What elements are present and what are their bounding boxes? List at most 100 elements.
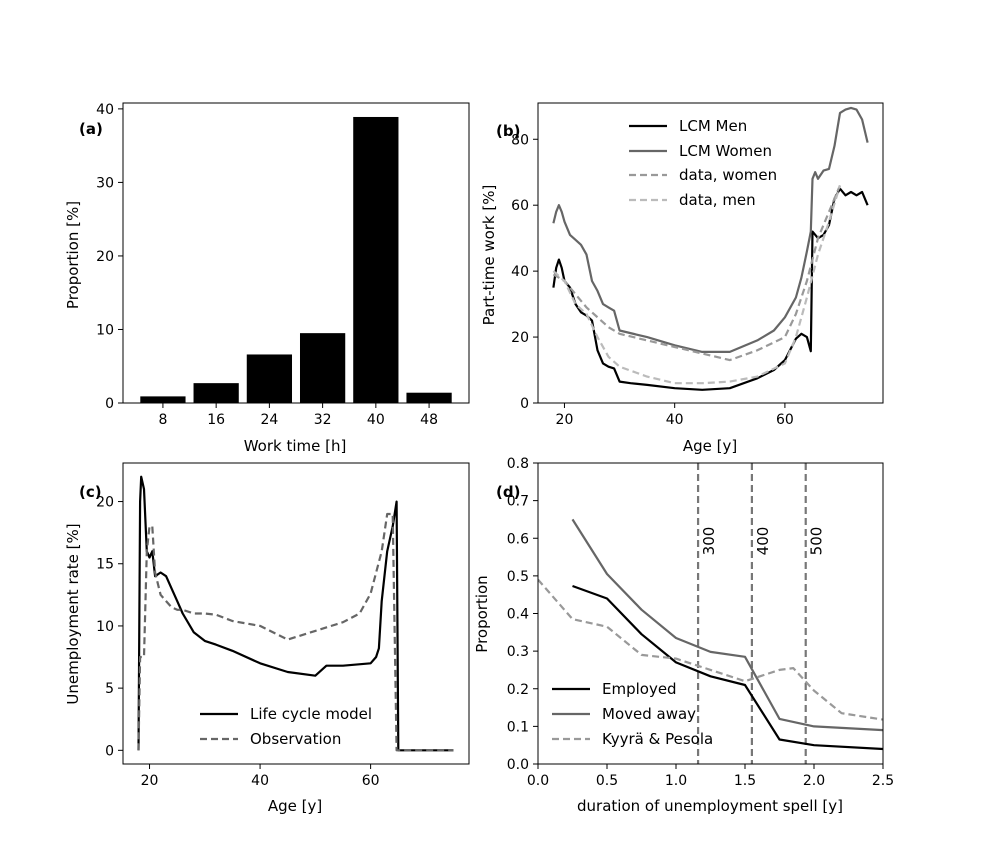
- panel-d-xtick-label: 1.5: [734, 773, 756, 789]
- panel-d-xlabel: duration of unemployment spell [y]: [577, 797, 843, 815]
- panel-c-ytick-label: 10: [96, 619, 114, 635]
- vline-label-300: 300: [700, 527, 718, 556]
- series-employed: [572, 584, 883, 751]
- panel-b-plot-area: 0 20 40 60 80 20 40 60: [511, 102, 884, 428]
- legend-observation: Observation: [250, 730, 341, 748]
- panel-c-ytick-label: 15: [96, 557, 114, 573]
- panel-b-ytick-label: 20: [511, 330, 529, 346]
- panel-a-xtick-label: 24: [260, 412, 278, 428]
- series-kyyr-pesola: [538, 578, 883, 721]
- bar-32h: [299, 333, 346, 403]
- bar-24h: [246, 354, 293, 403]
- panel-c-tag: (c): [79, 483, 102, 501]
- panel-d: 300 400 500 0.0 0.1 0.2 0.3 0.4 0.5 0.6 0.7 0.8 0.0 0…: [473, 456, 894, 815]
- panel-a-xlabel: Work time [h]: [244, 437, 347, 455]
- legend-lcm-men: LCM Men: [679, 117, 747, 135]
- panel-d-ylabel: Proportion: [473, 575, 491, 652]
- panel-d-ytick-label: 0.4: [507, 607, 529, 623]
- panel-d-xtick-label: 0.5: [596, 773, 618, 789]
- series-lcm-men: [552, 187, 869, 391]
- panel-c-xtick-label: 20: [141, 773, 159, 789]
- panel-d-ytick-label: 0.7: [507, 494, 529, 510]
- panel-c-plot-area: 0 5 10 15 20 20 40 60: [96, 462, 470, 789]
- panel-d-ytick-label: 0.2: [507, 682, 529, 698]
- panel-d-xtick-label: 2.5: [872, 773, 894, 789]
- series-data-men: [552, 185, 842, 385]
- panel-b-xlabel: Age [y]: [683, 437, 737, 455]
- panel-b-frame: [537, 102, 884, 404]
- panel-c-legend: Life cycle model Observation: [200, 705, 372, 748]
- panel-d-series-group: [538, 463, 883, 764]
- panel-a: 0 10 20 30 40 8 16 24 32 40 48 (a) Work time [h] P…: [64, 102, 470, 455]
- panel-a-xtick-label: 32: [314, 412, 332, 428]
- panel-d-frame: [537, 462, 884, 765]
- panel-a-ytick-label: 10: [96, 322, 114, 338]
- panel-a-ylabel: Proportion [%]: [64, 201, 82, 309]
- panel-d-plot-area: 300 400 500 0.0 0.1 0.2 0.3 0.4 0.5 0.6 0.7 0.8 0.0 0…: [507, 456, 894, 789]
- series-data-women: [552, 184, 842, 362]
- panel-d-ytick-label: 0.0: [507, 757, 529, 773]
- panel-c-ytick-label: 20: [96, 495, 114, 511]
- panel-a-ytick-label: 40: [96, 102, 114, 118]
- panel-d-ytick-label: 0.3: [507, 644, 529, 660]
- panel-b: 0 20 40 60 80 20 40 60 (b) Age [y] Part-time wo…: [480, 102, 884, 455]
- series-observation: [137, 512, 454, 752]
- panel-b-ytick-label: 0: [520, 396, 529, 412]
- panel-d-tag: (d): [496, 483, 520, 501]
- panel-b-xtick-label: 20: [556, 412, 574, 428]
- panel-b-xtick-label: 60: [776, 412, 794, 428]
- series-life-cycle-model: [137, 475, 454, 752]
- panel-b-tag: (b): [496, 122, 520, 140]
- panel-b-ylabel: Part-time work [%]: [480, 185, 498, 326]
- panel-b-series-group: [552, 106, 869, 391]
- legend-life-cycle-model: Life cycle model: [250, 705, 372, 723]
- panel-a-xtick-label: 16: [207, 412, 225, 428]
- legend-data-men: data, men: [679, 191, 756, 209]
- panel-d-ytick-label: 0.6: [507, 531, 529, 547]
- panel-a-frame: [122, 102, 470, 404]
- panel-c-xtick-label: 60: [362, 773, 380, 789]
- panel-a-ytick-label: 20: [96, 249, 114, 265]
- legend-lcm-women: LCM Women: [679, 142, 772, 160]
- bar-40h: [353, 116, 399, 404]
- panel-d-xtick-label: 0.0: [527, 773, 549, 789]
- panel-c-xlabel: Age [y]: [268, 797, 322, 815]
- panel-b-legend: LCM Men LCM Women data, women data, men: [629, 117, 777, 209]
- panel-a-tag: (a): [79, 120, 103, 138]
- panel-c-xtick-label: 40: [251, 773, 269, 789]
- panel-d-ytick-label: 0.8: [507, 456, 529, 472]
- panel-c-series-group: [137, 475, 454, 752]
- panel-c-ylabel: Unemployment rate [%]: [64, 523, 82, 704]
- legend-employed: Employed: [602, 680, 677, 698]
- panel-a-xtick-label: 8: [158, 412, 167, 428]
- vline-label-500: 500: [808, 527, 826, 556]
- panel-b-ytick-label: 40: [511, 264, 529, 280]
- panel-c-ytick-label: 5: [105, 681, 114, 697]
- panel-a-plot-area: 0 10 20 30 40 8 16 24 32 40 48: [96, 102, 470, 428]
- legend-kyyra-pesola: Kyyrä & Pesola: [602, 730, 713, 748]
- panel-a-xtick-label: 40: [367, 412, 385, 428]
- panel-c-frame: [122, 462, 470, 765]
- panel-b-ytick-label: 80: [511, 132, 529, 148]
- panel-b-ytick-label: 60: [511, 198, 529, 214]
- panel-b-xtick-label: 40: [666, 412, 684, 428]
- legend-moved-away: Moved away: [602, 705, 696, 723]
- bar-16h: [193, 383, 239, 403]
- bar-8h: [140, 396, 186, 403]
- series-lcm-women: [552, 106, 869, 353]
- panel-a-xtick-label: 48: [420, 412, 438, 428]
- panel-a-ytick-label: 0: [105, 396, 114, 412]
- panel-d-ytick-label: 0.5: [507, 569, 529, 585]
- panel-a-ytick-label: 30: [96, 175, 114, 191]
- series-moved-away: [571, 518, 883, 732]
- vline-label-400: 400: [754, 527, 772, 556]
- panel-d-legend: Employed Moved away Kyyrä & Pesola: [552, 680, 713, 748]
- legend-data-women: data, women: [679, 166, 777, 184]
- panel-c: 0 5 10 15 20 20 40 60 (c) Age [y] Unemployment …: [64, 462, 470, 815]
- panel-d-xtick-label: 1.0: [665, 773, 687, 789]
- panel-c-ytick-label: 0: [105, 743, 114, 759]
- panel-d-ytick-label: 0.1: [507, 719, 529, 735]
- panel-d-xtick-label: 2.0: [803, 773, 825, 789]
- bar-48h: [406, 392, 452, 403]
